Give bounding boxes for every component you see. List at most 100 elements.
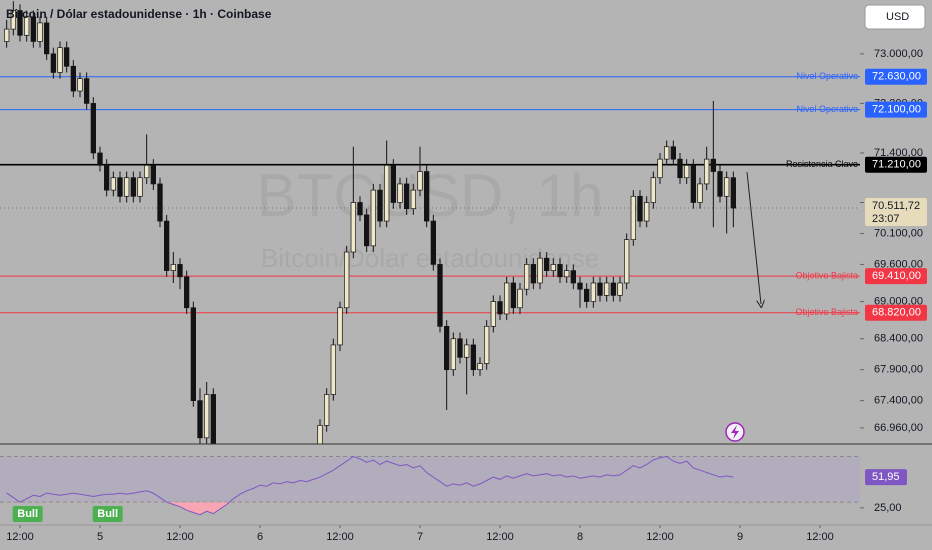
- rsi-pane: [0, 455, 860, 516]
- candle-body: [484, 325, 490, 364]
- candle-body: [64, 47, 70, 67]
- level-name: Resistencia Clave: [786, 159, 858, 169]
- countdown: 23:07: [872, 213, 900, 225]
- level-box: [865, 268, 927, 285]
- candle-body: [97, 152, 103, 166]
- rsi-tick-label: 25,00: [874, 502, 902, 514]
- y-tick-label: 67.400,00: [874, 395, 923, 407]
- rsi-line: [6, 455, 734, 516]
- candle-body: [644, 202, 650, 222]
- candle-body: [630, 195, 636, 240]
- candle-body: [677, 158, 683, 179]
- candle-body: [197, 400, 203, 439]
- candle-body: [157, 183, 163, 222]
- candle-body: [617, 282, 623, 296]
- candle-body: [317, 425, 323, 444]
- candle-body: [584, 288, 590, 302]
- candle-body: [530, 264, 536, 284]
- x-tick-label: 12:00: [166, 531, 194, 543]
- level-name: Objetivo Bajista: [795, 307, 858, 317]
- candle-body: [490, 301, 496, 327]
- candle-body: [24, 16, 30, 36]
- candle-body: [724, 177, 730, 197]
- candle-body: [410, 189, 416, 210]
- candle-body: [577, 282, 583, 290]
- candle-body: [590, 282, 596, 302]
- candle-body: [70, 65, 76, 92]
- candle-body: [357, 202, 363, 216]
- x-tick-label: 7: [417, 531, 423, 543]
- candle-body: [30, 16, 36, 42]
- candle-body: [510, 282, 516, 309]
- candle-body: [364, 214, 370, 247]
- candle-body: [537, 257, 543, 284]
- candle-body: [50, 53, 56, 73]
- candle-body: [377, 189, 383, 222]
- currency-button-label[interactable]: USD: [886, 11, 909, 23]
- candle-body: [450, 338, 456, 371]
- candle-body: [77, 78, 83, 92]
- currency-button[interactable]: [864, 4, 926, 30]
- candle-body: [177, 264, 183, 278]
- candle-body: [697, 183, 703, 203]
- candle-body: [597, 282, 603, 296]
- price-axis: 73.000,0072.200,0071.400,0070.600,0070.1…: [860, 48, 927, 514]
- x-tick-label: 12:00: [646, 531, 674, 543]
- candle-body: [397, 183, 403, 203]
- candle-body: [417, 171, 423, 191]
- candle-body: [10, 10, 16, 30]
- candle-body: [370, 189, 376, 247]
- x-tick-label: 12:00: [806, 531, 834, 543]
- last-price-label: 70.511,72: [872, 200, 920, 212]
- candle-body: [457, 338, 463, 358]
- candle-body: [324, 394, 330, 426]
- x-tick-label: 12:00: [6, 531, 34, 543]
- candle-body: [564, 270, 570, 278]
- candle-body: [190, 307, 196, 402]
- level-label: 71.210,00: [872, 159, 921, 171]
- candle-body: [684, 164, 690, 179]
- level-label: 72.100,00: [872, 104, 921, 116]
- chart-title: Bitcoin / Dólar estadounidense · 1h · Co…: [6, 7, 272, 21]
- level-box: [865, 304, 927, 321]
- candle-body: [704, 158, 710, 185]
- x-tick-label: 5: [97, 531, 103, 543]
- x-tick-label: 12:00: [486, 531, 514, 543]
- candle-body: [637, 195, 643, 222]
- candle-body: [430, 220, 436, 265]
- candle-body: [17, 10, 23, 36]
- candle-body: [384, 164, 390, 222]
- candle-body: [710, 158, 716, 172]
- candle-body: [657, 158, 663, 179]
- candle-body: [557, 264, 563, 278]
- level-box: [865, 68, 927, 85]
- watermark-name: Bitcoin/Dólar estadounidense: [261, 243, 599, 273]
- x-tick-label: 8: [577, 531, 583, 543]
- candle-body: [170, 264, 176, 271]
- price-pane: [0, 1, 860, 444]
- candle-body: [137, 177, 143, 197]
- candle-body: [470, 344, 476, 371]
- candle-body: [610, 282, 616, 296]
- level-name: Objetivo Bajista: [795, 271, 858, 281]
- x-tick-label: 12:00: [326, 531, 354, 543]
- y-tick-label: 69.600,00: [874, 258, 923, 270]
- alert-icon-bolt: [731, 425, 739, 439]
- candle-body: [110, 177, 116, 191]
- candle-body: [337, 307, 343, 346]
- candle-body: [4, 28, 10, 42]
- candle-body: [117, 177, 123, 197]
- candle-body: [444, 325, 450, 371]
- y-tick-label: 67.900,00: [874, 364, 923, 376]
- x-tick-label: 9: [737, 531, 743, 543]
- signal-label: Bull: [17, 508, 38, 520]
- candle-body: [210, 394, 216, 444]
- y-tick-label: 69.000,00: [874, 295, 923, 307]
- level-name: Nivel Operativo: [796, 104, 858, 114]
- signal-badge: [12, 506, 43, 522]
- candle-body: [84, 78, 90, 104]
- candle-body: [344, 251, 350, 309]
- rsi-band: [0, 456, 860, 503]
- signal-label: Bull: [97, 508, 118, 520]
- rsi-last-label: 51,95: [872, 471, 900, 483]
